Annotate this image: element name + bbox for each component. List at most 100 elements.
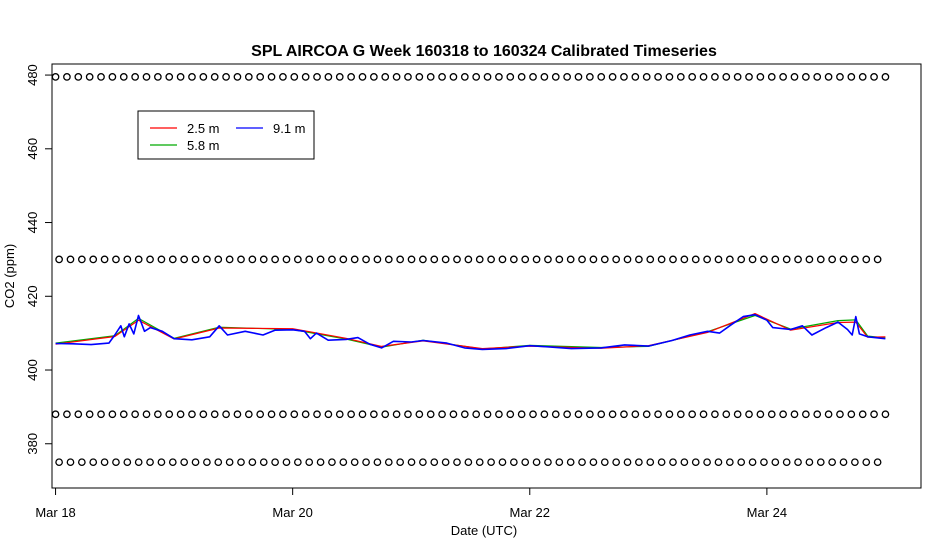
sample-marker xyxy=(851,458,859,467)
y-tick-label: 460 xyxy=(25,138,40,160)
sample-marker xyxy=(794,458,802,467)
sample-marker xyxy=(642,410,651,419)
sample-marker xyxy=(77,255,86,264)
sample-marker xyxy=(816,255,825,264)
sample-marker xyxy=(305,255,314,264)
sample-marker xyxy=(328,458,336,467)
sample-marker xyxy=(665,410,674,419)
sample-marker xyxy=(430,255,439,264)
sample-marker xyxy=(407,458,416,467)
sample-marker xyxy=(635,458,643,467)
sample-marker xyxy=(506,73,515,81)
sample-marker xyxy=(89,458,98,467)
sample-marker xyxy=(214,255,223,264)
sample-marker xyxy=(691,255,700,264)
sample-marker xyxy=(51,410,60,419)
sample-marker xyxy=(441,255,450,264)
sample-marker xyxy=(222,410,230,419)
sample-marker xyxy=(475,255,484,264)
legend-box xyxy=(137,110,315,160)
sample-marker xyxy=(316,255,325,264)
sample-marker xyxy=(646,458,655,467)
sample-marker xyxy=(313,410,321,419)
sample-marker xyxy=(358,410,367,419)
sample-marker xyxy=(725,458,734,467)
sample-marker xyxy=(370,410,378,419)
sample-marker xyxy=(722,73,731,81)
sample-marker xyxy=(415,73,424,81)
sample-marker xyxy=(449,73,458,81)
sample-marker xyxy=(586,410,594,419)
sample-marker xyxy=(665,73,674,81)
sample-marker xyxy=(551,73,560,81)
sample-marker xyxy=(324,410,333,419)
sample-marker xyxy=(555,458,564,467)
y-tick-label: 480 xyxy=(25,64,40,86)
sample-marker xyxy=(881,73,890,81)
sample-marker xyxy=(657,255,666,264)
sample-marker xyxy=(324,73,333,81)
sample-marker xyxy=(248,255,257,264)
sample-marker xyxy=(851,255,859,264)
sample-marker xyxy=(222,73,230,81)
sample-marker xyxy=(191,255,200,264)
sample-marker xyxy=(711,410,719,419)
sample-marker xyxy=(631,410,640,419)
sample-marker xyxy=(725,255,734,264)
sample-marker xyxy=(563,73,571,81)
sample-marker xyxy=(339,255,348,264)
sample-marker xyxy=(77,458,86,467)
sample-marker xyxy=(612,255,621,264)
sample-marker xyxy=(646,255,655,264)
sample-marker xyxy=(112,255,120,264)
sample-marker xyxy=(623,255,632,264)
sample-marker xyxy=(540,73,549,81)
sample-marker xyxy=(745,73,753,81)
sample-marker xyxy=(566,255,575,264)
sample-marker xyxy=(430,458,439,467)
series-line-5-8-m xyxy=(55,314,886,350)
sample-marker xyxy=(669,255,677,264)
sample-marker xyxy=(350,458,359,467)
sample-marker xyxy=(396,458,405,467)
sample-marker xyxy=(771,255,780,264)
sample-marker xyxy=(824,73,833,81)
sample-marker xyxy=(225,255,234,264)
sample-marker xyxy=(441,458,450,467)
sample-marker xyxy=(165,73,174,81)
sample-marker xyxy=(157,255,166,264)
sample-marker xyxy=(555,255,564,264)
sample-marker xyxy=(165,410,174,419)
sample-marker xyxy=(279,73,287,81)
sample-marker xyxy=(805,458,814,467)
sample-marker-rows xyxy=(51,73,890,467)
sample-marker xyxy=(870,410,878,419)
sample-marker xyxy=(873,458,882,467)
y-axis-title: CO2 (ppm) xyxy=(2,244,17,308)
sample-marker xyxy=(620,73,628,81)
sample-marker xyxy=(426,73,435,81)
sample-marker xyxy=(805,255,814,264)
sample-marker xyxy=(779,73,787,81)
sample-marker xyxy=(760,255,768,264)
sample-marker xyxy=(373,458,382,467)
sample-marker xyxy=(824,410,833,419)
sample-marker xyxy=(290,73,299,81)
sample-marker xyxy=(813,410,822,419)
sample-marker xyxy=(404,410,412,419)
sample-marker xyxy=(544,255,552,264)
sample-marker xyxy=(199,73,208,81)
sample-marker xyxy=(119,73,128,81)
sample-marker xyxy=(392,73,401,81)
sample-marker xyxy=(794,255,802,264)
sample-marker xyxy=(586,73,594,81)
sample-marker xyxy=(370,73,378,81)
sample-marker xyxy=(267,73,276,81)
sample-marker xyxy=(813,73,822,81)
sample-marker xyxy=(293,255,302,264)
sample-marker xyxy=(574,410,583,419)
sample-marker xyxy=(597,73,606,81)
sample-marker xyxy=(714,255,723,264)
sample-marker xyxy=(244,73,253,81)
sample-marker xyxy=(146,255,154,264)
